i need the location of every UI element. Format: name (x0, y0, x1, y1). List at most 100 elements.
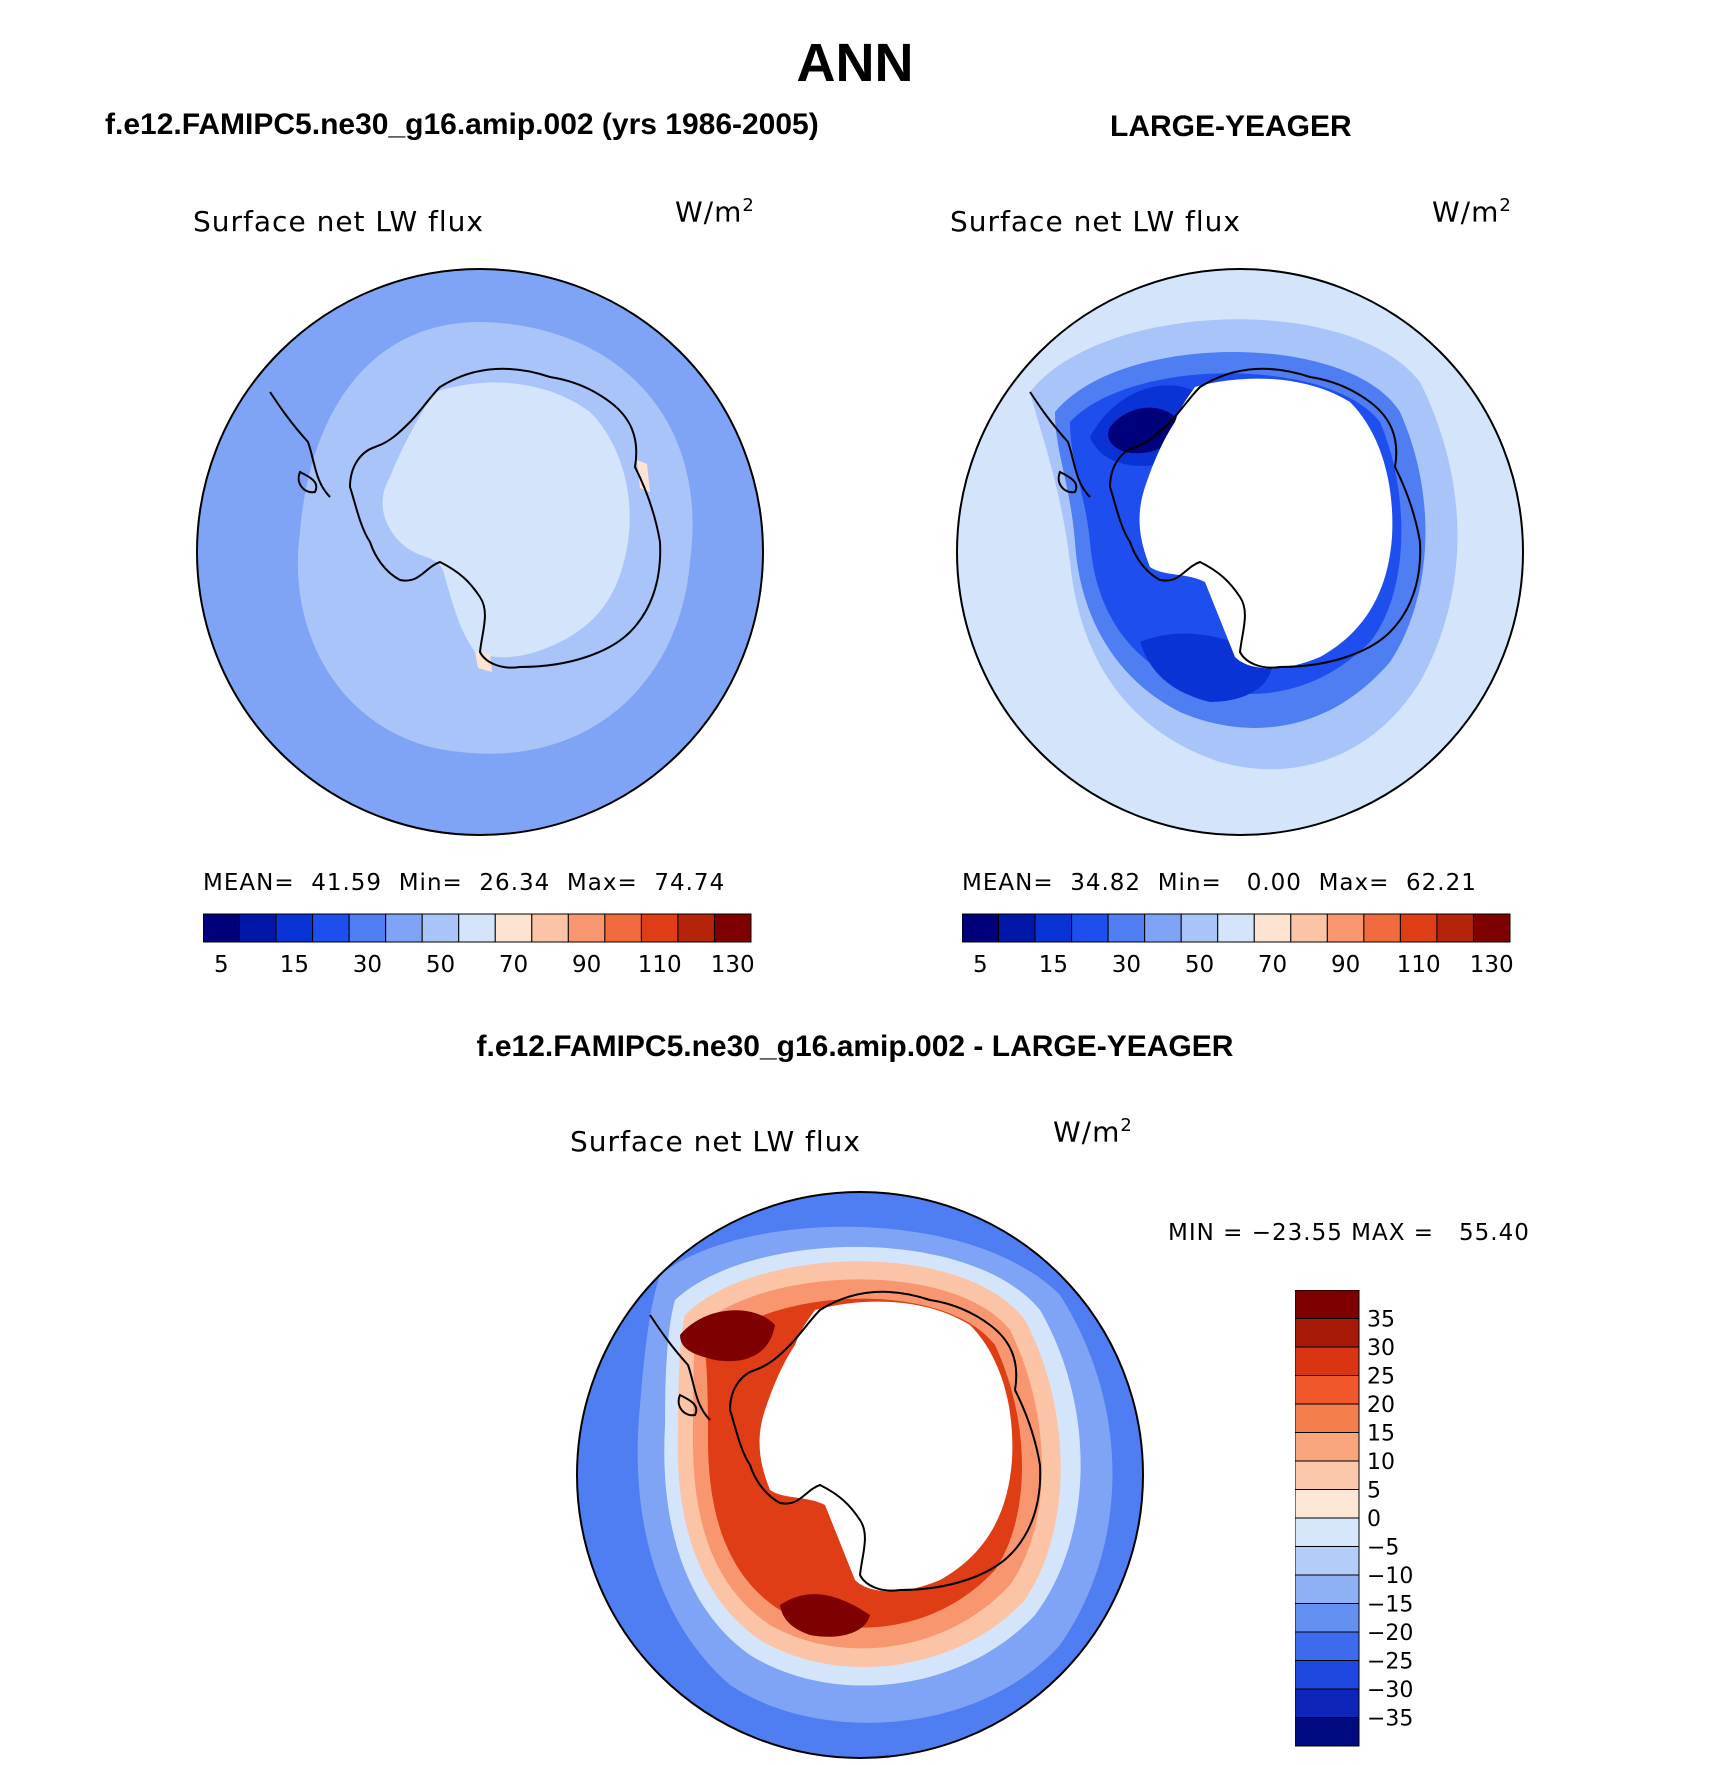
model-stats: MEAN= 41.59 Min= 26.34 Max= 74.74 (203, 870, 726, 896)
obs-stats: MEAN= 34.82 Min= 0.00 Max= 62.21 (962, 870, 1477, 896)
contour-band (475, 652, 492, 672)
colorbar-swatch (713, 913, 752, 943)
colorbar-swatch (1295, 1375, 1360, 1405)
colorbar-tick-label: −5 (1367, 1536, 1399, 1561)
colorbar-tick-label: 15 (1039, 952, 1068, 978)
contour-band (680, 1310, 870, 1637)
colorbar-swatch (1295, 1517, 1360, 1547)
colorbar-tick-label: 90 (572, 952, 601, 978)
colorbar-tick-label: 50 (426, 952, 455, 978)
colorbar-swatch (1295, 1603, 1360, 1633)
colorbar-tick-label: −15 (1367, 1593, 1413, 1618)
colorbar-swatch (1295, 1403, 1360, 1433)
colorbar-tick-label: 30 (1112, 952, 1141, 978)
missing-data-mask (1139, 378, 1393, 669)
colorbar-tick-label: 110 (1397, 952, 1441, 978)
colorbar-tick-label: 20 (1367, 1393, 1395, 1418)
colorbar-tick-label: 0 (1367, 1507, 1381, 1532)
coastline (649, 1290, 1042, 1592)
model-polar-map (196, 268, 764, 836)
colorbar-swatch (1290, 913, 1328, 943)
colorbar-tick-label: −25 (1367, 1650, 1413, 1675)
colorbar-tick-label: 15 (1367, 1422, 1395, 1447)
colorbar-tick-label: 50 (1185, 952, 1214, 978)
diff-variable-label: Surface net LW flux (570, 1125, 861, 1158)
colorbar-swatch (1253, 913, 1292, 943)
model-units: W/m2 (675, 195, 755, 229)
obs-colorbar: 5 15 30 50 70 90 110 130 (962, 913, 1514, 978)
colorbar-swatch (1399, 913, 1438, 943)
colorbar-swatch (677, 913, 715, 943)
colorbar-swatch (962, 913, 1000, 943)
colorbar-swatch (1363, 913, 1401, 943)
colorbar-swatch (567, 913, 606, 943)
contour-band (1090, 385, 1272, 702)
missing-data-mask (759, 1301, 1013, 1592)
colorbar-swatch (1295, 1432, 1360, 1462)
colorbar-swatch (1295, 1460, 1360, 1490)
obs-variable-label: Surface net LW flux (950, 205, 1241, 238)
colorbar-swatch (1326, 913, 1365, 943)
obs-panel-header: LARGE-YEAGER (1110, 110, 1352, 143)
colorbar-swatch (1071, 913, 1109, 943)
colorbar-swatch (1295, 1574, 1360, 1604)
colorbar-swatch (1295, 1546, 1360, 1576)
diff-colorbar: 35 30 25 20 15 10 5 0 −5 −10 −15 −20 −25 −30 −35 (1295, 1290, 1413, 1747)
colorbar-swatch (604, 913, 642, 943)
coastline (1029, 367, 1422, 669)
colorbar-tick-label: 110 (638, 952, 682, 978)
contour-band (1108, 407, 1180, 454)
model-variable-label: Surface net LW flux (193, 205, 484, 238)
colorbar-tick-label: −10 (1367, 1564, 1413, 1589)
colorbar-swatch (1295, 1290, 1360, 1319)
colorbar-swatch (1295, 1489, 1360, 1519)
obs-units: W/m2 (1432, 195, 1512, 229)
colorbar-swatch (348, 913, 387, 943)
colorbar-tick-label: 5 (1367, 1479, 1381, 1504)
model-colorbar: 5 15 30 50 70 90 110 130 (203, 913, 755, 978)
colorbar-swatch (1295, 1346, 1360, 1376)
colorbar-swatch (1295, 1688, 1360, 1718)
colorbar-tick-label: −20 (1367, 1621, 1413, 1646)
colorbar-swatch (1034, 913, 1073, 943)
diff-units: W/m2 (1053, 1115, 1133, 1149)
colorbar-swatch (458, 913, 496, 943)
colorbar-swatch (421, 913, 460, 943)
colorbar-tick-label: −30 (1367, 1678, 1413, 1703)
colorbar-tick-label: 90 (1331, 952, 1360, 978)
diff-panel-header: f.e12.FAMIPC5.ne30_g16.amip.002 - LARGE-… (476, 1030, 1234, 1063)
colorbar-tick-label: 70 (499, 952, 528, 978)
colorbar-tick-label: 10 (1367, 1450, 1395, 1475)
colorbar-swatch (203, 913, 241, 943)
colorbar-swatch (1107, 913, 1146, 943)
obs-polar-map (956, 268, 1524, 836)
colorbar-tick-label: −35 (1367, 1707, 1413, 1732)
colorbar-swatch (998, 913, 1036, 943)
colorbar-swatch (1295, 1717, 1360, 1747)
colorbar-tick-label: 15 (280, 952, 309, 978)
colorbar-swatch (385, 913, 423, 943)
colorbar-swatch (239, 913, 277, 943)
colorbar-tick-label: 30 (353, 952, 382, 978)
colorbar-swatch (531, 913, 569, 943)
coastline (269, 367, 662, 669)
colorbar-swatch (1295, 1660, 1360, 1690)
colorbar-tick-label: 70 (1258, 952, 1287, 978)
colorbar-swatch (494, 913, 533, 943)
contour-band (382, 382, 630, 658)
colorbar-swatch (1217, 913, 1255, 943)
colorbar-tick-label: 25 (1367, 1365, 1395, 1390)
colorbar-swatch (1295, 1318, 1360, 1348)
colorbar-swatch (1144, 913, 1182, 943)
colorbar-tick-label: 30 (1367, 1336, 1395, 1361)
model-panel-header: f.e12.FAMIPC5.ne30_g16.amip.002 (yrs 198… (105, 108, 819, 141)
colorbar-swatch (1436, 913, 1474, 943)
colorbar-swatch (640, 913, 679, 943)
colorbar-tick-label: 130 (711, 952, 755, 978)
colorbar-tick-label: 5 (973, 952, 988, 978)
colorbar-swatch (312, 913, 350, 943)
colorbar-tick-label: 35 (1367, 1308, 1395, 1333)
contour-band (637, 460, 650, 492)
colorbar-tick-label: 130 (1470, 952, 1514, 978)
colorbar-swatch (1472, 913, 1511, 943)
